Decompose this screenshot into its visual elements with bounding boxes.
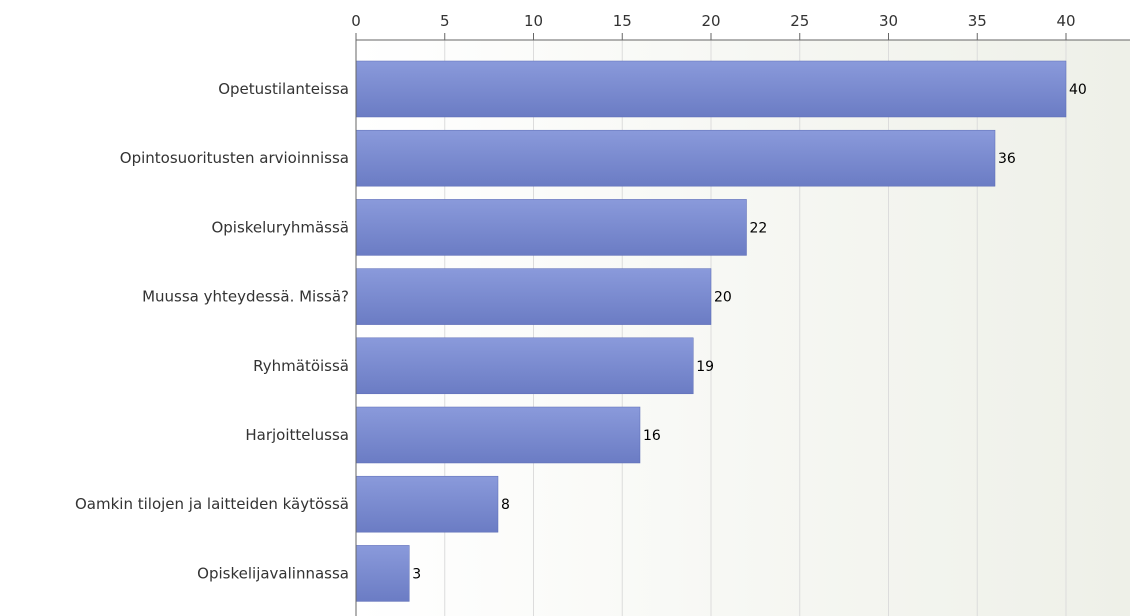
x-tick-label: 15 xyxy=(613,12,632,30)
x-tick-label: 5 xyxy=(440,12,450,30)
bar xyxy=(355,337,694,395)
category-label: Muussa yhteydessä. Missä? xyxy=(142,288,349,306)
bar xyxy=(355,545,410,602)
value-label: 40 xyxy=(1069,82,1087,98)
value-label: 16 xyxy=(643,428,661,444)
x-tick-label: 10 xyxy=(524,12,543,30)
bar xyxy=(355,199,747,256)
bar xyxy=(355,129,996,187)
x-tick-label: 25 xyxy=(790,12,809,30)
x-tick-label: 35 xyxy=(968,12,987,30)
value-label: 22 xyxy=(750,220,768,236)
category-label: Oamkin tilojen ja laitteiden käytössä xyxy=(75,495,349,513)
category-label: Opiskeluryhmässä xyxy=(211,218,349,236)
value-label: 20 xyxy=(714,290,732,306)
x-tick-label: 30 xyxy=(879,12,898,30)
x-tick-label: 20 xyxy=(701,12,720,30)
category-label: Opintosuoritusten arvioinnissa xyxy=(120,149,349,167)
x-tick-label: 40 xyxy=(1056,12,1075,30)
bar xyxy=(355,406,641,464)
bar xyxy=(355,475,499,533)
category-label: Opetustilanteissa xyxy=(218,80,349,98)
x-tick-label: 0 xyxy=(351,12,361,30)
category-label: Harjoittelussa xyxy=(245,426,349,444)
value-labels: 40 36 22 20 19 16 8 3 xyxy=(412,82,1087,582)
x-axis-ticks: 0 5 10 15 20 25 30 35 40 xyxy=(351,12,1076,40)
bars xyxy=(355,60,1067,602)
value-label: 8 xyxy=(501,497,510,513)
value-label: 36 xyxy=(998,151,1016,167)
value-label: 19 xyxy=(696,359,714,375)
category-labels: Opetustilanteissa Opintosuoritusten arvio… xyxy=(75,80,349,582)
category-label: Opiskelijavalinnassa xyxy=(197,564,349,582)
bar xyxy=(355,268,712,325)
category-label: Ryhmätöissä xyxy=(253,357,349,375)
value-label: 3 xyxy=(412,566,421,582)
bar xyxy=(355,60,1067,118)
